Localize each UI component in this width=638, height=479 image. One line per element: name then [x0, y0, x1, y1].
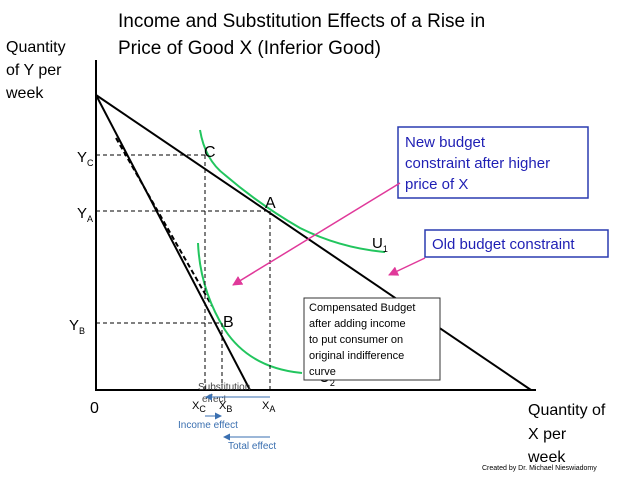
- effect-label: Substitution: [198, 382, 250, 393]
- curve-sub: 2: [330, 378, 335, 388]
- point-label: A: [265, 195, 276, 212]
- x-level-sub: B: [226, 404, 232, 414]
- callout-box: [424, 229, 609, 258]
- curve-label: U1: [372, 235, 388, 254]
- x-level-sub: A: [269, 404, 275, 414]
- x-level-label: XA: [262, 400, 275, 414]
- y-level-sub: C: [87, 158, 94, 168]
- callout-arrow: [232, 182, 401, 286]
- y-axis-label: Quantity: [6, 39, 66, 56]
- curve-base: U: [372, 235, 383, 252]
- y-level-base: Y: [69, 317, 79, 334]
- x-axis-label: week: [527, 449, 566, 466]
- x-level-base: X: [192, 400, 200, 412]
- callout-text: to put consumer on: [309, 334, 403, 346]
- x-level-base: X: [219, 400, 227, 412]
- callout-text: price of X: [405, 176, 468, 193]
- x-axis-label: X per: [528, 426, 567, 443]
- x-axis-label: Quantity of: [528, 402, 606, 419]
- title-line: Price of Good X (Inferior Good): [118, 38, 381, 59]
- callout-text: Old budget constraint: [432, 236, 575, 253]
- callout-text: New budget: [405, 134, 486, 151]
- x-level-label: XB: [219, 400, 232, 414]
- x-level-base: X: [262, 400, 270, 412]
- callout-text: original indifference: [309, 350, 404, 362]
- point-label: B: [223, 314, 234, 331]
- effect-label: Total effect: [228, 441, 276, 452]
- origin: 0: [90, 400, 99, 417]
- curve-sub: 1: [383, 244, 388, 254]
- callout-text: constraint after higher: [405, 155, 550, 172]
- callout-arrow: [388, 257, 426, 276]
- y-axis-label: of Y per: [6, 62, 62, 79]
- callout-box: [397, 126, 589, 199]
- y-level-label: YC: [77, 149, 94, 168]
- y-level-sub: B: [79, 326, 85, 336]
- callout-text: curve: [309, 366, 336, 378]
- new-budget-line: [95, 94, 251, 391]
- title-line: Income and Substitution Effects of a Ris…: [118, 11, 485, 32]
- effect-label: effect: [202, 394, 226, 405]
- callout-text: after adding income: [309, 318, 406, 330]
- x-level-label: XC: [192, 400, 206, 414]
- point-label: C: [204, 144, 216, 161]
- x-level-sub: C: [199, 404, 206, 414]
- y-level-label: YA: [77, 205, 93, 224]
- y-axis-label: week: [5, 85, 44, 102]
- old-budget-line: [95, 94, 532, 391]
- indifference-curve-u1: [199, 129, 386, 253]
- compensated-budget-line: [115, 137, 213, 307]
- callout-box: [303, 297, 441, 381]
- callout-text: Compensated Budget: [309, 302, 415, 314]
- credit: Created by Dr. Michael Nieswiadomy: [482, 465, 597, 472]
- y-level-sub: A: [87, 214, 93, 224]
- y-level-base: Y: [77, 149, 87, 166]
- indifference-curve-u2: [197, 242, 303, 374]
- effect-label: Income effect: [178, 420, 238, 431]
- y-level-base: Y: [77, 205, 87, 222]
- y-level-label: YB: [69, 317, 85, 336]
